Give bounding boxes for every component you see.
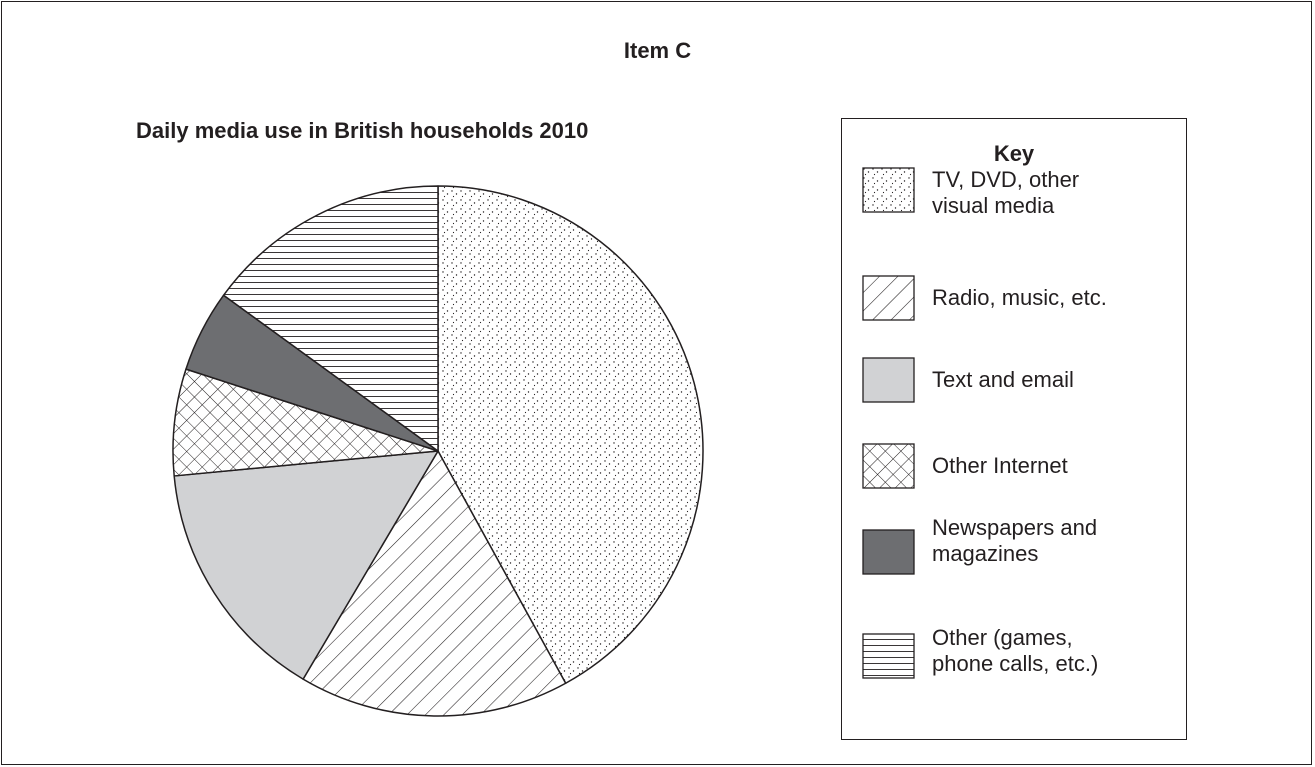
legend-label-newspapers-magazines: Newspapers and magazines <box>932 515 1172 567</box>
legend-label-tv-dvd: TV, DVD, other visual media <box>932 167 1172 219</box>
legend-swatch-newspapers-magazines <box>862 529 915 575</box>
legend-label-line: Other (games, <box>932 625 1073 650</box>
pie-slice-other-games-phone-calls-etc <box>222 185 439 452</box>
chart-title: Daily media use in British households 20… <box>136 118 589 143</box>
pie-slice-text-and-email <box>173 450 439 680</box>
legend-swatch-radio-music <box>862 275 915 321</box>
legend-label-line: Other Internet <box>932 453 1068 478</box>
legend-label-line: magazines <box>932 541 1039 566</box>
pie-slice-radio-music-etc <box>302 450 567 717</box>
legend-swatch-tv-dvd <box>862 167 915 213</box>
legend-label-line: Text and email <box>932 367 1074 392</box>
pie-chart <box>172 185 704 717</box>
legend-label-line: Radio, music, etc. <box>932 285 1107 310</box>
legend-label-other-games-calls: Other (games, phone calls, etc.) <box>932 625 1172 677</box>
legend-label-other-internet: Other Internet <box>932 453 1172 479</box>
legend-swatch-text-email <box>862 357 915 403</box>
item-label: Item C <box>623 38 692 63</box>
legend-label-line: phone calls, etc.) <box>932 651 1099 676</box>
legend-swatch-other-games-calls <box>862 633 915 679</box>
legend-label-radio-music: Radio, music, etc. <box>932 285 1172 311</box>
legend: Key TV, DVD, other visual media Radio, mus… <box>841 118 1187 740</box>
legend-title: Key <box>993 141 1035 166</box>
pie-slice-tv-dvd-other-visual-media <box>437 185 704 684</box>
legend-label-line: TV, DVD, other <box>932 167 1080 192</box>
legend-swatch-other-internet <box>862 443 915 489</box>
legend-label-line: Newspapers and <box>932 515 1098 540</box>
legend-label-text-email: Text and email <box>932 367 1172 393</box>
legend-label-line: visual media <box>932 193 1055 218</box>
